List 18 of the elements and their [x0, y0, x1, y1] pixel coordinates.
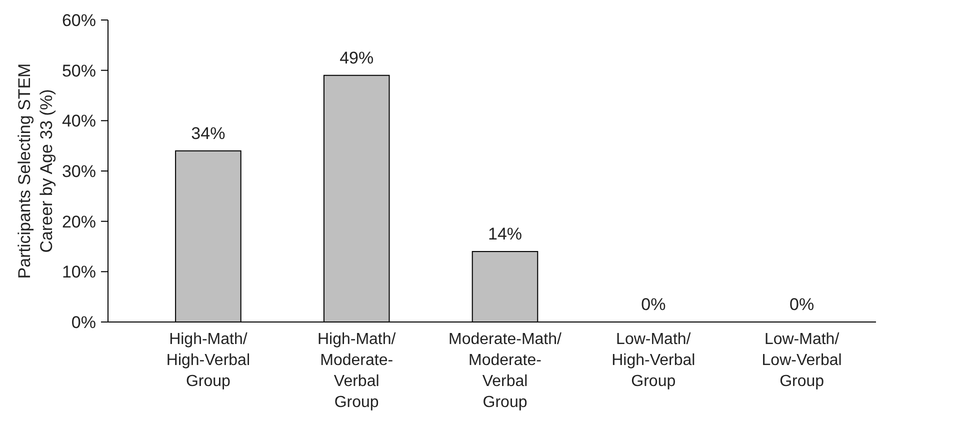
data-label: 34% — [191, 124, 226, 143]
y-axis-title: Participants Selecting STEM Career by Age 33 (%) — [15, 63, 56, 279]
y-tick-label: 0% — [71, 312, 96, 332]
x-tick-label: High-Math/High-Verbal Group — [166, 331, 250, 390]
y-tick-label: 20% — [62, 212, 96, 232]
y-tick-label: 60% — [62, 10, 96, 30]
x-tick-label: Low-Math/High-Verbal Group — [612, 331, 696, 390]
data-label: 0% — [641, 295, 666, 314]
y-tick-label: 40% — [62, 112, 96, 131]
x-tick-label: Low-Math/Low-Verbal Group — [762, 331, 842, 390]
x-tick-label: Moderate-Math/Moderate-Verbal Group — [448, 331, 562, 411]
y-tick-label: 50% — [62, 61, 96, 80]
data-label: 0% — [790, 295, 814, 314]
data-label: 49% — [340, 48, 374, 68]
x-tick-label: High-Math/Moderate-Verbal Group — [317, 331, 396, 411]
y-tick-label: 10% — [62, 262, 96, 282]
data-label: 14% — [488, 224, 522, 244]
y-tick-label: 30% — [62, 162, 96, 181]
